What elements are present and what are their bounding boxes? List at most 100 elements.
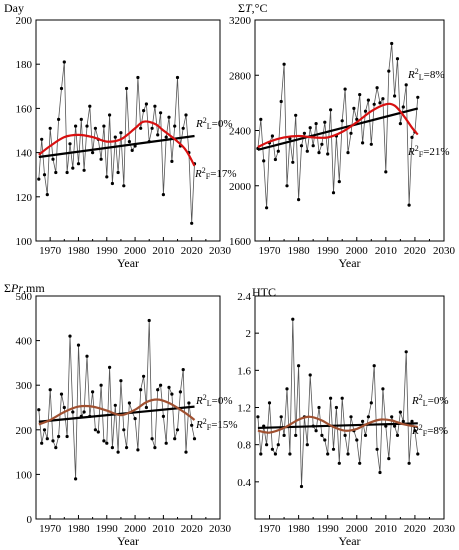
data-point: [282, 433, 286, 437]
data-point: [262, 159, 266, 163]
y-tick-label: 200: [16, 15, 33, 27]
data-point: [305, 149, 309, 153]
data-point: [387, 69, 391, 73]
x-axis-label: Year: [338, 256, 360, 270]
data-point: [314, 429, 318, 433]
r2-linear-annotation-value: =0%: [212, 118, 233, 130]
data-point: [288, 452, 292, 456]
y-tick-label: 400: [16, 336, 33, 348]
data-point: [108, 365, 112, 369]
data-point: [85, 124, 89, 128]
data-point: [125, 446, 129, 450]
data-point: [91, 151, 95, 155]
data-point: [276, 149, 280, 153]
data-point: [358, 461, 362, 465]
polynomial-fit-line: [38, 120, 196, 167]
data-point: [308, 126, 312, 130]
data-point: [62, 405, 66, 410]
data-point: [122, 184, 126, 188]
y-tick-label: 2: [246, 328, 252, 340]
y-tick-label: 2.4: [237, 291, 251, 303]
data-point: [65, 170, 69, 175]
plot-frame: [35, 19, 221, 242]
data-point: [378, 101, 382, 105]
data-point: [340, 119, 344, 123]
x-tick-label: 1990: [96, 245, 119, 257]
data-point: [358, 93, 362, 97]
data-point: [133, 417, 137, 421]
data-point: [65, 434, 69, 439]
x-tick-label: 1970: [39, 523, 62, 535]
data-point: [294, 433, 298, 437]
data-point: [153, 446, 157, 450]
chart-sum-precipitation: ΣPr,mm 1970 1980 1990 2000 2010 2020 2030 0 100 2…: [4, 281, 238, 548]
linear-trend-line: [257, 107, 419, 151]
x-tick-label: 1980: [288, 523, 311, 535]
x-tick-label: 2030: [209, 523, 232, 535]
data-point: [407, 203, 411, 207]
x-tick-label: 2000: [124, 523, 147, 535]
x-tick-label: 1980: [67, 245, 90, 257]
data-point: [108, 113, 112, 117]
data-point: [88, 104, 92, 108]
data-point: [173, 124, 177, 128]
data-point: [314, 122, 318, 126]
chart-htc: HTC 1970 1980 1990 2000 2010 2020 2030 0.4 0.8 1.…: [237, 285, 455, 548]
r2-linear-annotation: R2L=0%: [195, 116, 233, 131]
data-point: [153, 104, 157, 108]
data-point: [122, 428, 126, 432]
data-point: [276, 443, 280, 447]
data-point: [355, 438, 359, 442]
data-point: [369, 142, 373, 146]
data-point: [279, 99, 283, 104]
x-tick-label: 2020: [404, 523, 427, 535]
x-tick-label: 2030: [433, 523, 456, 535]
data-point: [150, 437, 154, 441]
y-tick-label: 1.2: [237, 403, 251, 415]
data-point: [299, 144, 304, 148]
polynomial-fit-line: [38, 398, 196, 426]
data-point: [410, 419, 414, 423]
data-point: [349, 131, 353, 135]
data-point: [294, 113, 298, 117]
data-point: [42, 173, 47, 177]
data-point: [395, 433, 400, 437]
data-point: [136, 448, 140, 452]
data-point: [57, 117, 61, 121]
r2-linear-annotation-value: =0%: [212, 395, 233, 407]
data-point: [355, 117, 359, 121]
data-point: [308, 373, 312, 377]
data-point: [150, 126, 154, 130]
data-point: [297, 198, 301, 202]
data-point: [99, 157, 103, 161]
data-point: [305, 443, 309, 447]
data-point: [127, 140, 131, 144]
x-axis-label: Year: [117, 256, 139, 270]
y-tick-label: 500: [16, 291, 33, 303]
data-point: [85, 354, 89, 358]
data-point: [329, 396, 333, 400]
data-point: [113, 135, 117, 139]
data-point: [74, 477, 78, 481]
data-point: [175, 428, 180, 432]
linear-trend-line: [38, 134, 195, 159]
x-tick-label: 1970: [39, 245, 62, 257]
data-point: [297, 364, 301, 368]
data-point: [192, 437, 197, 441]
data-point: [105, 441, 109, 445]
x-axis-label: Year: [338, 534, 360, 548]
data-point: [37, 177, 41, 181]
data-point: [99, 383, 103, 387]
data-point: [331, 447, 336, 451]
r2-linear-annotation-value: =8%: [424, 69, 445, 81]
x-tick-label: 2020: [181, 523, 204, 535]
r2-poly-annotation: R2F=21%: [407, 144, 450, 159]
data-point: [265, 206, 269, 210]
data-point: [164, 135, 168, 139]
data-point: [390, 41, 394, 46]
data-point: [190, 221, 194, 225]
x-tick-label: 2010: [152, 245, 175, 257]
data-point: [323, 120, 327, 124]
data-point: [340, 396, 344, 400]
data-point: [76, 162, 81, 166]
